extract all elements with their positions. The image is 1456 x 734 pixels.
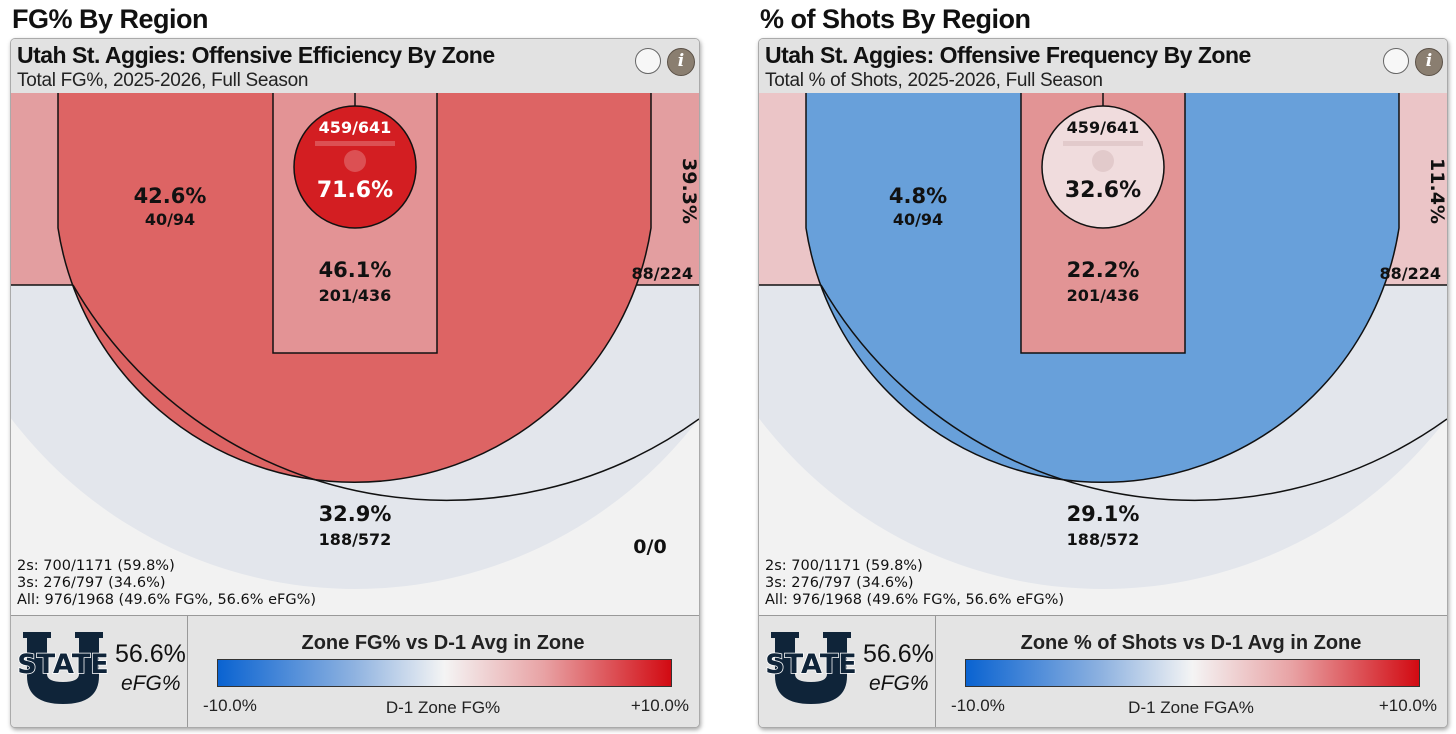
- legend-title: Zone % of Shots vs D-1 Avg in Zone: [1020, 632, 1362, 654]
- legend-title: Zone FG% vs D-1 Avg in Zone: [301, 632, 585, 654]
- legend-min: -10.0%: [203, 696, 257, 715]
- midrange-right-pct: 11.4%: [1426, 158, 1447, 224]
- section-title-shots: % of Shots By Region: [760, 4, 1031, 34]
- logo-word: STATE: [17, 649, 108, 680]
- deep-count: 0/0: [633, 536, 666, 558]
- legend-min: -10.0%: [951, 696, 1005, 715]
- efg-value: 56.6%: [863, 640, 934, 668]
- legend-mid-label: D-1 Zone FGA%: [1128, 698, 1254, 717]
- paint-pct: 46.1%: [319, 258, 392, 282]
- midrange-left-pct: 4.8%: [889, 184, 947, 208]
- zone-rim: [294, 106, 416, 228]
- totals-threes: 3s: 276/797 (34.6%): [17, 575, 166, 591]
- efg-label: eFG%: [869, 672, 929, 695]
- totals-twos: 2s: 700/1171 (59.8%): [17, 558, 175, 574]
- paint-count: 201/436: [1067, 286, 1140, 305]
- legend-mid-label: D-1 Zone FG%: [385, 698, 501, 717]
- legend-max: +10.0%: [1378, 696, 1437, 715]
- panel-title: Utah St. Aggies: Offensive Efficiency By…: [17, 42, 495, 68]
- court-chart: 459/641 71.6% 46.1% 201/436 42.6% 40/94 …: [11, 93, 699, 615]
- info-icon[interactable]: i: [1415, 48, 1443, 76]
- panel-footer: STATE 56.6% eFG% Zone FG% vs D-1 Avg in …: [11, 615, 699, 727]
- panel-subtitle: Total FG%, 2025-2026, Full Season: [17, 70, 309, 91]
- rim-count: 459/641: [319, 118, 392, 137]
- toggle-circle-button[interactable]: [635, 48, 661, 74]
- midrange-left-count: 40/94: [893, 210, 943, 229]
- paint-pct: 22.2%: [1067, 258, 1140, 282]
- toggle-circle-button[interactable]: [1383, 48, 1409, 74]
- midrange-left-pct: 42.6%: [134, 184, 207, 208]
- efficiency-panel: Utah St. Aggies: Offensive Efficiency By…: [10, 38, 700, 728]
- paint-count: 201/436: [319, 286, 392, 305]
- panel-header: Utah St. Aggies: Offensive Frequency By …: [759, 39, 1447, 93]
- rim-pct: 71.6%: [317, 178, 393, 203]
- midrange-right-pct: 39.3%: [678, 158, 699, 224]
- logo-word: STATE: [765, 649, 856, 680]
- rim-pct: 32.6%: [1065, 178, 1141, 203]
- legend-max: +10.0%: [630, 696, 689, 715]
- totals-all: All: 976/1968 (49.6% FG%, 56.6% eFG%): [765, 592, 1065, 608]
- legend-gradient-bar: [217, 659, 672, 687]
- panel-footer: STATE 56.6% eFG% Zone % of Shots vs D-1 …: [759, 615, 1447, 727]
- midrange-right-count: 88/224: [1379, 264, 1441, 283]
- totals-all: All: 976/1968 (49.6% FG%, 56.6% eFG%): [17, 592, 317, 608]
- panel-title: Utah St. Aggies: Offensive Frequency By …: [765, 42, 1251, 68]
- efg-value: 56.6%: [115, 640, 186, 668]
- footer-divider: [187, 616, 188, 727]
- panel-header: Utah St. Aggies: Offensive Efficiency By…: [11, 39, 699, 93]
- legend-gradient-bar: [965, 659, 1420, 687]
- utah-state-logo: STATE: [765, 632, 857, 704]
- three-pct: 32.9%: [319, 502, 392, 526]
- utah-state-logo: STATE: [17, 632, 109, 704]
- totals-twos: 2s: 700/1171 (59.8%): [765, 558, 923, 574]
- shot-totals: 2s: 700/1171 (59.8%) 3s: 276/797 (34.6%)…: [765, 558, 1064, 609]
- shot-totals: 2s: 700/1171 (59.8%) 3s: 276/797 (34.6%)…: [17, 558, 316, 609]
- midrange-left-count: 40/94: [145, 210, 195, 229]
- rim-count: 459/641: [1067, 118, 1140, 137]
- info-icon[interactable]: i: [667, 48, 695, 76]
- totals-threes: 3s: 276/797 (34.6%): [765, 575, 914, 591]
- three-count: 188/572: [319, 530, 392, 549]
- panel-subtitle: Total % of Shots, 2025-2026, Full Season: [765, 70, 1103, 91]
- efg-label: eFG%: [121, 672, 181, 695]
- section-title-fg: FG% By Region: [12, 4, 209, 34]
- zone-rim: [1042, 106, 1164, 228]
- three-count: 188/572: [1067, 530, 1140, 549]
- court-chart: 459/641 32.6% 22.2% 201/436 4.8% 40/94 1…: [759, 93, 1447, 615]
- footer-divider: [935, 616, 936, 727]
- frequency-panel: Utah St. Aggies: Offensive Frequency By …: [758, 38, 1448, 728]
- three-pct: 29.1%: [1067, 502, 1140, 526]
- midrange-right-count: 88/224: [631, 264, 693, 283]
